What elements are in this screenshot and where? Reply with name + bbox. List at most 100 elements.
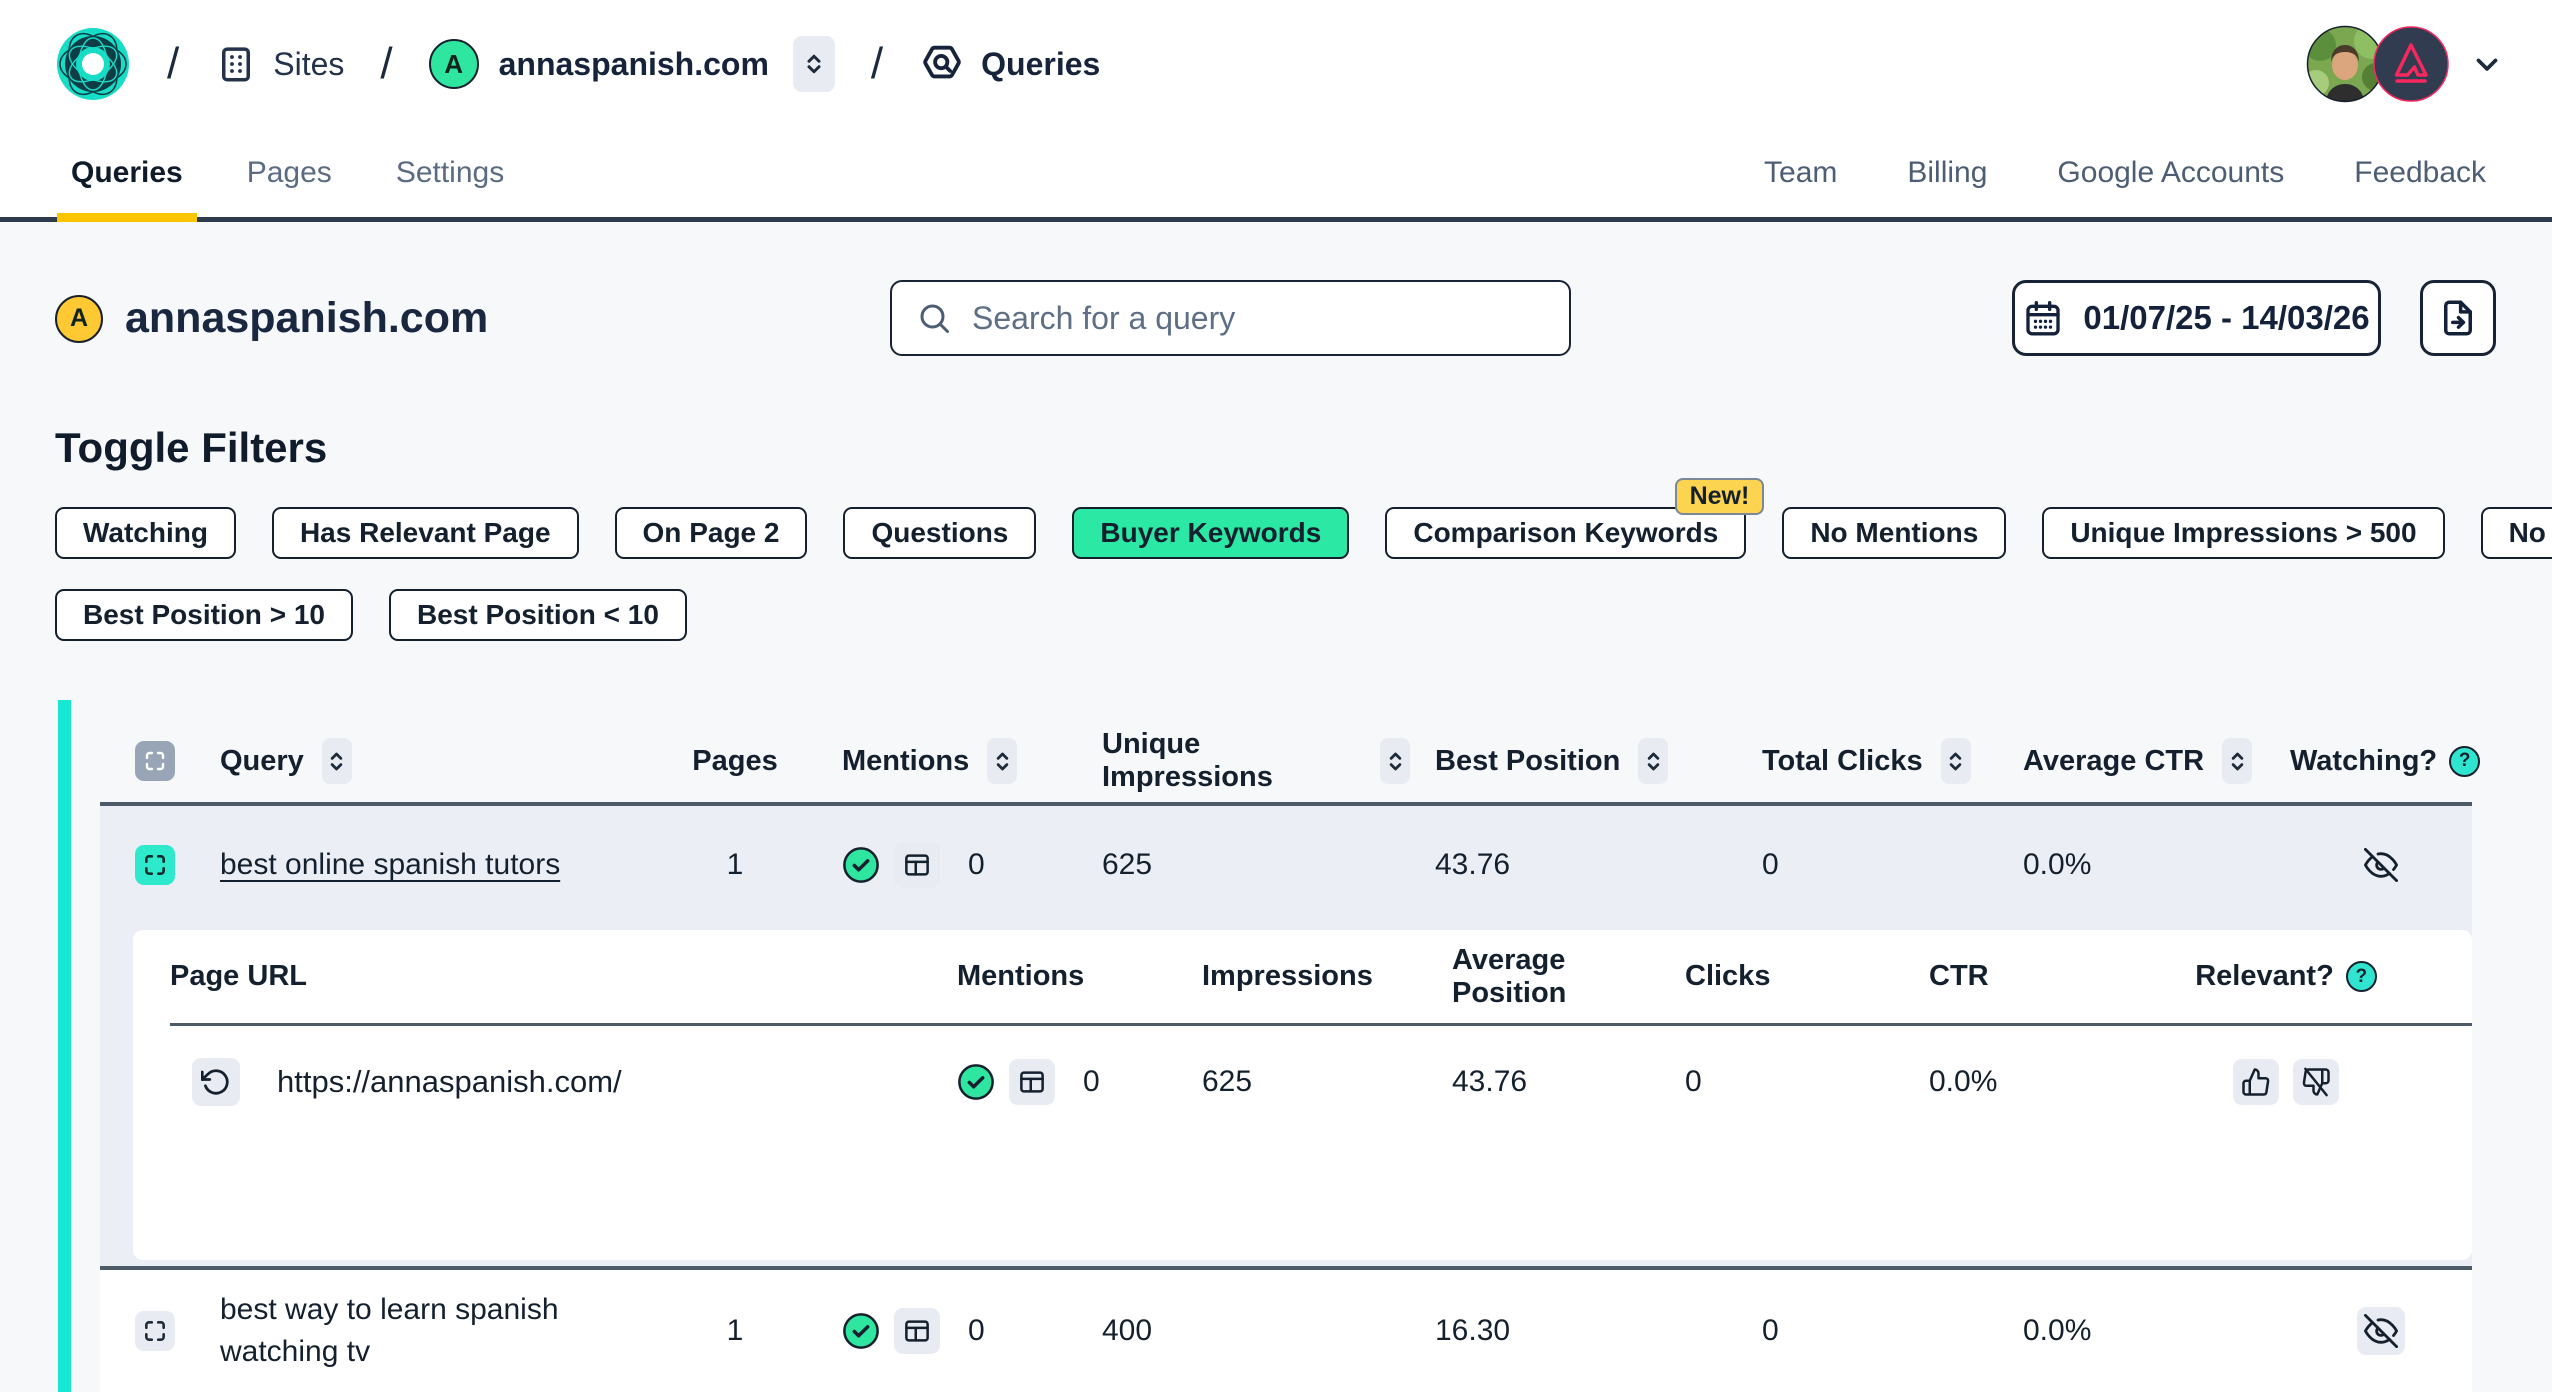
breadcrumb-sites-label: Sites [273, 46, 344, 83]
search-icon [916, 300, 952, 336]
updown-icon [799, 49, 829, 79]
breadcrumb-section: Queries [919, 41, 1100, 87]
nav-link-billing[interactable]: Billing [1907, 156, 1987, 190]
org-avatar[interactable] [2372, 25, 2450, 103]
col-header-query: Query [220, 745, 304, 778]
thumbs-up-icon [2241, 1067, 2271, 1097]
top-navbar: Sites A annaspanish.com Queries [0, 0, 2552, 128]
sort-icon [1948, 749, 1963, 774]
expand-row-button[interactable] [135, 1311, 175, 1351]
filter-chip-comparison-keywords[interactable]: Comparison Keywords New! [1385, 507, 1746, 559]
cell-average-ctr: 0.0% [2023, 848, 2091, 881]
cell-total-clicks: 0 [1762, 1314, 1779, 1347]
cell-pages: 1 [727, 848, 744, 882]
col-header-total-clicks: Total Clicks [1762, 745, 1923, 778]
filter-chip-on-page-2[interactable]: On Page 2 [615, 507, 808, 559]
date-range-button[interactable]: 01/07/25 - 14/03/26 [2012, 280, 2381, 356]
filter-chip-best-position-gt-10[interactable]: Best Position > 10 [55, 589, 353, 641]
subcol-header-impressions: Impressions [1202, 960, 1373, 993]
expand-icon [142, 1318, 168, 1344]
breadcrumb-separator [871, 39, 883, 89]
tab-queries[interactable]: Queries [71, 128, 183, 217]
filter-chip-buyer-keywords[interactable]: Buyer Keywords [1072, 507, 1349, 559]
sort-icon [2230, 749, 2245, 774]
filters-title: Toggle Filters [55, 424, 327, 472]
thumbs-down-button[interactable] [2293, 1059, 2339, 1105]
filter-chip-questions[interactable]: Questions [843, 507, 1036, 559]
filter-chips-row-1: Watching Has Relevant Page On Page 2 Que… [55, 507, 2552, 559]
sort-icon [1388, 749, 1403, 774]
filter-chip-best-position-lt-10[interactable]: Best Position < 10 [389, 589, 687, 641]
page-title-avatar: A [55, 295, 103, 343]
user-menu [2306, 25, 2504, 103]
filter-chip-has-relevant-page[interactable]: Has Relevant Page [272, 507, 579, 559]
cell-unique-impressions: 400 [1102, 1314, 1152, 1347]
tab-settings[interactable]: Settings [396, 128, 504, 217]
sort-mentions-button[interactable] [987, 738, 1017, 784]
nav-link-google-accounts[interactable]: Google Accounts [2057, 156, 2284, 190]
expand-all-button[interactable] [135, 741, 175, 781]
help-icon[interactable]: ? [2449, 746, 2480, 777]
chevron-down-icon[interactable] [2470, 47, 2504, 81]
export-icon [2437, 297, 2479, 339]
watching-toggle-button[interactable] [2357, 1307, 2405, 1355]
sort-impressions-button[interactable] [1380, 738, 1410, 784]
filter-chip-no-clicks[interactable]: No Clicks [2481, 507, 2552, 559]
check-circle-icon [957, 1063, 995, 1101]
subcol-header-ctr: CTR [1929, 960, 1989, 993]
subcol-header-page-url: Page URL [170, 960, 307, 993]
sort-query-button[interactable] [322, 738, 352, 784]
cell-average-ctr: 0.0% [2023, 1314, 2091, 1347]
filter-chip-unique-impressions-500[interactable]: Unique Impressions > 500 [2042, 507, 2444, 559]
filter-chip-no-mentions[interactable]: No Mentions [1782, 507, 2006, 559]
subcol-header-mentions: Mentions [957, 960, 1084, 993]
subtable-row: https://annaspanish.com/ 0 625 43.76 0 0… [170, 1026, 2472, 1138]
tab-pages[interactable]: Pages [247, 128, 332, 217]
sort-best-position-button[interactable] [1638, 738, 1668, 784]
export-button[interactable] [2420, 280, 2496, 356]
check-circle-icon [842, 1312, 880, 1350]
table-icon[interactable] [894, 1308, 940, 1354]
breadcrumb-separator [380, 39, 392, 89]
subcol-header-relevant: Relevant? [2195, 960, 2334, 993]
watching-toggle-button[interactable] [2357, 841, 2405, 889]
nav-link-team[interactable]: Team [1764, 156, 1837, 190]
query-text[interactable]: best way to learn spanish watching tv [220, 1289, 590, 1373]
cell-best-position: 16.30 [1435, 1314, 1510, 1347]
sort-icon [1646, 749, 1661, 774]
cell-total-clicks: 0 [1762, 848, 1779, 881]
subcell-mentions: 0 [1083, 1065, 1100, 1099]
col-header-average-ctr: Average CTR [2023, 745, 2204, 778]
app-logo-icon[interactable] [55, 26, 131, 102]
calendar-icon [2023, 298, 2063, 338]
cell-mentions: 0 [968, 848, 985, 882]
breadcrumb-separator [167, 39, 179, 89]
refresh-icon [201, 1067, 231, 1097]
thumbs-up-button[interactable] [2233, 1059, 2279, 1105]
cell-best-position: 43.76 [1435, 848, 1510, 881]
sort-average-ctr-button[interactable] [2222, 738, 2252, 784]
subcell-clicks: 0 [1685, 1065, 1702, 1098]
sort-total-clicks-button[interactable] [1941, 738, 1971, 784]
nav-link-feedback[interactable]: Feedback [2354, 156, 2486, 190]
breadcrumb-sites[interactable]: Sites [215, 43, 344, 85]
collapse-row-button[interactable] [135, 845, 175, 885]
site-avatar: A [429, 39, 479, 89]
table-header-row: Query Pages Mentions Unique Impressions … [100, 700, 2472, 806]
refresh-page-button[interactable] [192, 1058, 240, 1106]
col-header-watching: Watching? [2290, 745, 2437, 778]
table-row: best online spanish tutors 1 0 625 43.76… [100, 806, 2472, 924]
site-switcher-button[interactable] [793, 36, 835, 92]
cell-unique-impressions: 625 [1102, 848, 1152, 881]
table-icon[interactable] [894, 842, 940, 888]
breadcrumb-site-name: annaspanish.com [499, 46, 769, 83]
sort-icon [995, 749, 1010, 774]
help-icon[interactable]: ? [2346, 961, 2377, 992]
query-link[interactable]: best online spanish tutors [220, 848, 560, 881]
sites-icon [215, 43, 257, 85]
search-input[interactable] [972, 300, 1545, 337]
subtable-header-row: Page URL Mentions Impressions Average Po… [170, 930, 2472, 1026]
filter-chips-row-2: Best Position > 10 Best Position < 10 [55, 589, 687, 641]
filter-chip-watching[interactable]: Watching [55, 507, 236, 559]
table-icon[interactable] [1009, 1059, 1055, 1105]
